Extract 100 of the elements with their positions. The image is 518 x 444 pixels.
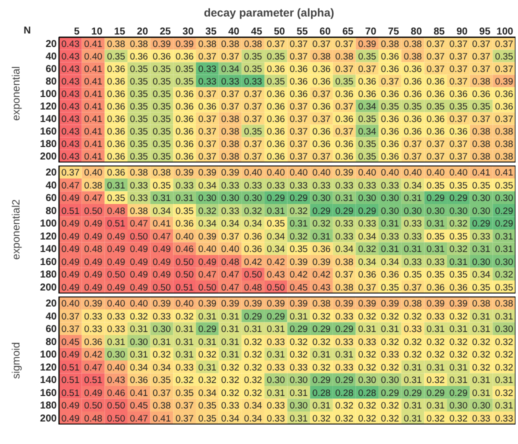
data-label: 0.49 [61,231,80,242]
x-tick-label: 35 [205,26,217,38]
data-label: 0.43 [61,102,80,112]
data-label: 0.32 [404,336,422,347]
data-label: 0.35 [130,64,148,74]
data-label: 0.32 [426,336,445,347]
y-tick-label: 180 [40,270,58,281]
x-tick-label: 20 [136,26,148,38]
data-label: 0.33 [221,76,240,86]
data-label: 0.38 [221,139,240,149]
data-label: 0.28 [312,388,331,398]
data-label: 0.33 [266,362,285,372]
data-label: 0.34 [244,413,262,424]
data-label: 0.32 [404,350,422,360]
data-label: 0.34 [358,102,376,112]
data-label: 0.41 [130,388,148,398]
x-tick-label: 85 [434,26,446,38]
data-label: 0.33 [495,413,514,424]
data-label: 0.30 [358,375,376,386]
data-label: 0.36 [312,244,331,254]
data-label: 0.37 [175,400,194,411]
data-label: 0.37 [449,114,468,124]
data-label: 0.35 [244,126,262,136]
data-label: 0.30 [449,206,468,216]
data-label: 0.36 [266,126,285,136]
data-label: 0.36 [107,152,126,162]
data-label: 0.40 [290,168,308,178]
data-label: 0.31 [312,400,331,411]
data-label: 0.32 [130,311,148,322]
data-label: 0.49 [84,231,102,242]
data-label: 0.36 [404,126,422,136]
data-label: 0.38 [472,139,490,149]
data-label: 0.35 [152,152,171,162]
data-label: 0.31 [266,206,285,216]
data-label: 0.31 [404,362,422,372]
data-label: 0.48 [221,256,240,267]
data-label: 0.37 [380,76,400,86]
data-label: 0.48 [107,206,126,216]
data-label: 0.36 [312,102,331,112]
data-label: 0.30 [221,193,240,204]
data-label: 0.36 [426,76,445,86]
data-label: 0.49 [198,256,216,267]
y-tick-label: 100 [40,218,58,230]
data-label: 0.32 [244,375,262,386]
x-tick-label: 60 [320,26,332,38]
data-label: 0.36 [175,102,194,112]
data-label: 0.32 [495,336,514,347]
y-tick-label: 20 [46,298,58,310]
data-label: 0.32 [244,206,262,216]
y-tick-label: 140 [40,375,58,386]
data-label: 0.32 [244,350,262,360]
data-label: 0.32 [380,336,400,347]
data-label: 0.34 [152,206,171,216]
y-tick-label: 180 [40,400,58,412]
data-label: 0.39 [221,168,240,178]
data-label: 0.40 [84,52,102,62]
data-label: 0.35 [495,52,514,62]
data-label: 0.34 [198,180,216,190]
data-label: 0.48 [84,244,102,254]
data-label: 0.37 [358,64,376,74]
data-label: 0.37 [449,152,468,162]
y-tick-label: 200 [40,152,58,162]
data-label: 0.33 [358,218,376,229]
data-label: 0.38 [130,168,148,178]
data-label: 0.39 [175,168,194,178]
data-label: 0.33 [426,256,445,267]
data-label: 0.37 [335,64,354,74]
data-label: 0.38 [404,52,422,62]
data-label: 0.39 [449,298,468,309]
data-label: 0.29 [266,193,285,204]
data-label: 0.50 [84,206,102,216]
data-label: 0.35 [130,126,148,136]
data-label: 0.33 [380,180,400,190]
data-label: 0.39 [175,39,194,49]
y-tick-label: 20 [46,39,58,50]
data-label: 0.34 [358,126,376,136]
data-label: 0.40 [404,168,422,178]
data-label: 0.37 [312,89,331,99]
data-label: 0.36 [449,89,468,99]
data-label: 0.31 [495,311,514,322]
data-label: 0.50 [198,282,216,292]
data-label: 0.47 [152,231,171,242]
data-label: 0.33 [175,362,194,372]
data-label: 0.41 [84,39,102,49]
data-label: 0.43 [107,375,126,386]
data-label: 0.31 [130,324,148,334]
data-label: 0.37 [61,168,80,178]
x-tick-label: 30 [182,26,194,38]
data-label: 0.37 [198,139,216,149]
data-label: 0.49 [107,256,126,267]
data-label: 0.35 [358,139,376,149]
data-label: 0.35 [107,193,126,204]
data-label: 0.34 [130,362,148,372]
y-tick-label: 160 [40,126,58,138]
data-label: 0.37 [198,152,216,162]
data-label: 0.37 [426,64,445,74]
data-label: 0.32 [221,375,240,386]
data-label: 0.35 [380,282,400,292]
data-label: 0.41 [84,114,102,124]
y-tick-label: 140 [40,244,58,256]
